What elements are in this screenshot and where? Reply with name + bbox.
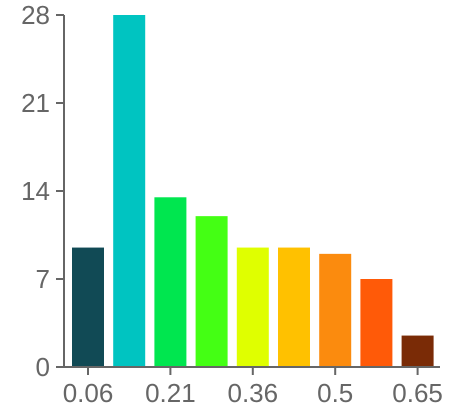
x-tick-label-4: 0.65 [392,378,443,408]
x-tick-label-0: 0.06 [63,378,114,408]
bar-8 [401,335,434,367]
bar-7 [360,279,393,367]
bar-5 [278,247,310,367]
y-tick-label-0: 0 [36,352,50,382]
y-axis: 0 7 14 21 28 [21,0,65,382]
bar-0 [72,247,104,367]
bar-4 [236,247,269,367]
y-tick-label-1: 7 [36,264,50,294]
x-tick-label-3: 0.5 [317,378,353,408]
x-tick-label-1: 0.21 [145,378,196,408]
y-tick-label-3: 21 [21,88,50,118]
bar-1 [113,15,146,367]
x-axis: 0.06 0.21 0.36 0.5 0.65 [63,366,443,408]
bar-6 [319,253,352,367]
x-tick-label-2: 0.36 [227,378,278,408]
y-tick-label-2: 14 [21,176,50,206]
y-tick-label-4: 28 [21,0,50,30]
bars-group [72,15,434,367]
bar-2 [154,197,187,367]
bar-3 [195,216,228,367]
